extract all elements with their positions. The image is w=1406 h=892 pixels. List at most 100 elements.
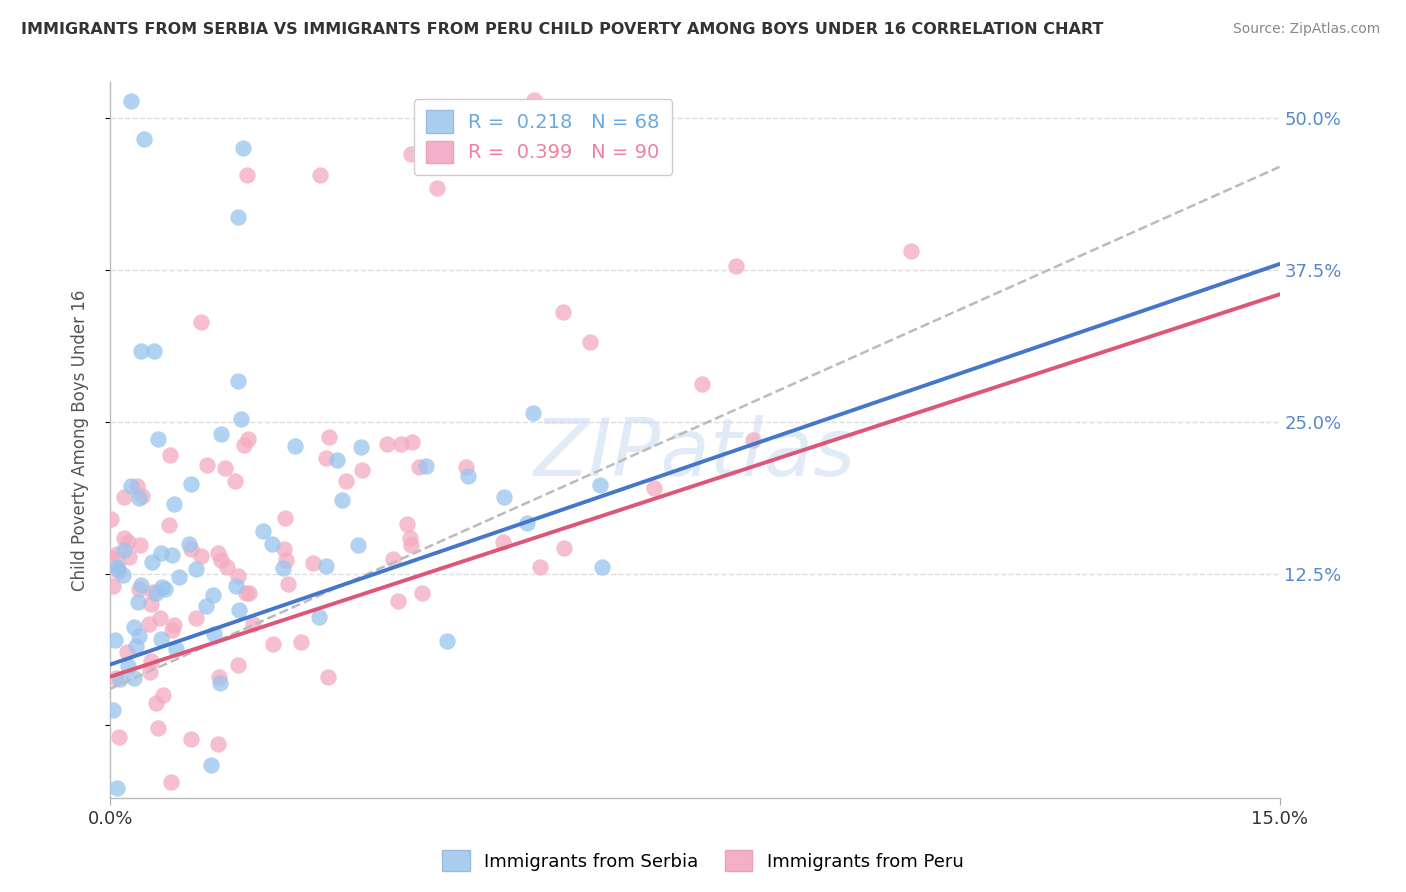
Point	[160, 549, 183, 563]
Point	[225, 579, 247, 593]
Legend: R =  0.218   N = 68, R =  0.399   N = 90: R = 0.218 N = 68, R = 0.399 N = 90	[413, 99, 672, 175]
Point	[326, 453, 349, 467]
Point	[350, 440, 373, 454]
Point	[389, 437, 412, 451]
Point	[208, 670, 231, 684]
Point	[375, 437, 398, 451]
Point	[112, 490, 135, 504]
Point	[335, 474, 357, 488]
Point	[318, 430, 340, 444]
Point	[224, 474, 246, 488]
Point	[179, 537, 201, 551]
Point	[724, 259, 747, 273]
Point	[381, 4, 404, 18]
Point	[690, 377, 713, 392]
Point	[226, 658, 249, 673]
Point	[522, 406, 544, 420]
Point	[401, 434, 423, 449]
Point	[236, 432, 259, 446]
Point	[138, 617, 160, 632]
Point	[118, 549, 141, 564]
Point	[742, 434, 765, 448]
Point	[330, 492, 353, 507]
Text: ZIPatlas: ZIPatlas	[534, 416, 856, 493]
Legend: Immigrants from Serbia, Immigrants from Peru: Immigrants from Serbia, Immigrants from …	[436, 843, 970, 879]
Point	[120, 479, 142, 493]
Point	[226, 569, 249, 583]
Point	[290, 635, 312, 649]
Point	[900, 244, 922, 258]
Point	[208, 676, 231, 690]
Point	[226, 211, 249, 225]
Point	[308, 168, 330, 182]
Point	[104, 633, 127, 648]
Point	[159, 449, 181, 463]
Point	[523, 93, 546, 107]
Point	[117, 535, 139, 549]
Point	[131, 490, 153, 504]
Point	[207, 546, 229, 560]
Point	[167, 569, 190, 583]
Point	[105, 560, 128, 574]
Point	[149, 546, 172, 560]
Point	[180, 542, 202, 557]
Point	[105, 781, 128, 796]
Point	[115, 645, 138, 659]
Point	[128, 491, 150, 505]
Point	[112, 531, 135, 545]
Point	[411, 586, 433, 600]
Point	[457, 468, 479, 483]
Point	[408, 460, 430, 475]
Point	[228, 603, 250, 617]
Point	[115, 837, 138, 851]
Point	[456, 459, 478, 474]
Point	[128, 582, 150, 596]
Point	[492, 490, 515, 504]
Point	[143, 343, 166, 358]
Point	[316, 670, 339, 684]
Point	[215, 560, 238, 574]
Point	[274, 511, 297, 525]
Point	[148, 433, 170, 447]
Point	[235, 586, 257, 600]
Text: IMMIGRANTS FROM SERBIA VS IMMIGRANTS FROM PERU CHILD POVERTY AMONG BOYS UNDER 16: IMMIGRANTS FROM SERBIA VS IMMIGRANTS FRO…	[21, 22, 1104, 37]
Point	[207, 737, 229, 751]
Point	[159, 775, 181, 789]
Point	[315, 558, 337, 573]
Point	[120, 94, 142, 108]
Point	[160, 624, 183, 638]
Point	[105, 547, 128, 561]
Point	[200, 758, 222, 772]
Point	[516, 516, 538, 530]
Point	[100, 512, 122, 526]
Point	[214, 460, 236, 475]
Point	[100, 551, 122, 566]
Point	[145, 586, 167, 600]
Point	[190, 315, 212, 329]
Point	[131, 578, 153, 592]
Point	[262, 637, 284, 651]
Point	[129, 343, 152, 358]
Point	[122, 671, 145, 685]
Point	[104, 671, 127, 685]
Point	[399, 538, 422, 552]
Point	[277, 577, 299, 591]
Point	[236, 168, 259, 182]
Point	[529, 559, 551, 574]
Point	[122, 619, 145, 633]
Point	[128, 629, 150, 643]
Point	[180, 477, 202, 491]
Point	[195, 599, 218, 613]
Point	[155, 582, 177, 597]
Point	[553, 305, 575, 319]
Point	[231, 412, 253, 426]
Y-axis label: Child Poverty Among Boys Under 16: Child Poverty Among Boys Under 16	[72, 289, 89, 591]
Point	[152, 580, 174, 594]
Point	[138, 665, 160, 679]
Point	[142, 584, 165, 599]
Text: Source: ZipAtlas.com: Source: ZipAtlas.com	[1233, 22, 1381, 37]
Point	[589, 477, 612, 491]
Point	[145, 696, 167, 710]
Point	[186, 611, 208, 625]
Point	[315, 450, 337, 465]
